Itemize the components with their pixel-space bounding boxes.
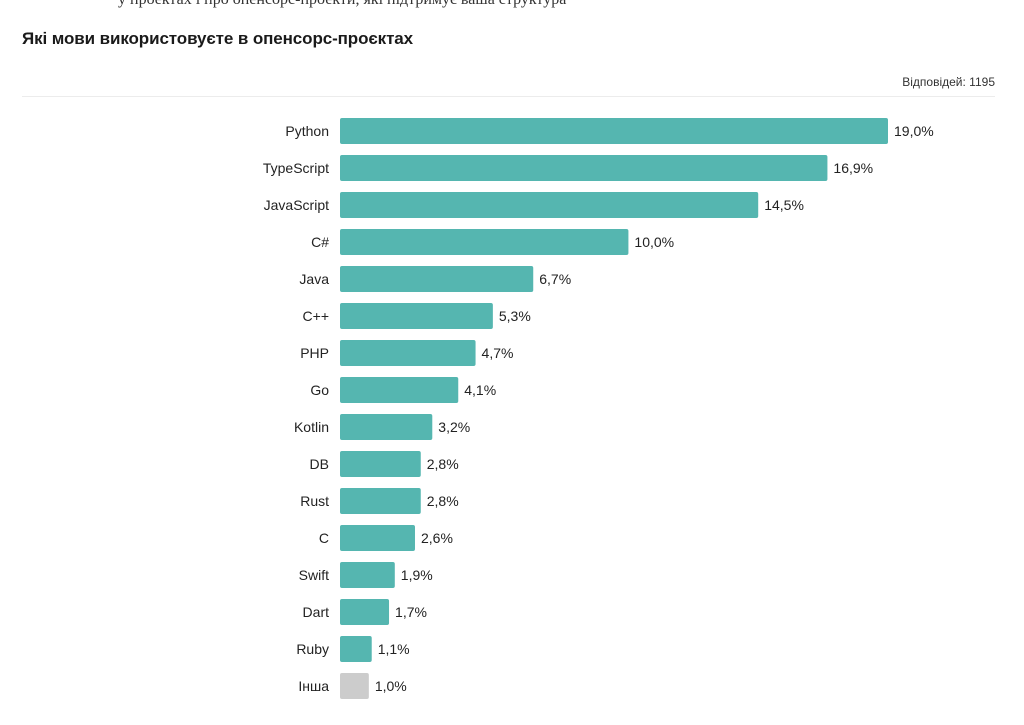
bar[interactable] xyxy=(340,673,369,699)
bar[interactable] xyxy=(340,266,534,292)
category-label: TypeScript xyxy=(263,160,329,176)
value-label: 16,9% xyxy=(833,160,873,176)
category-label: Dart xyxy=(303,604,330,620)
clipped-paragraph-text: у проектах і про опенсорс-проекти, які п… xyxy=(118,0,566,9)
category-label: Go xyxy=(310,382,329,398)
bar[interactable] xyxy=(340,155,828,181)
bar[interactable] xyxy=(340,192,759,218)
value-label: 10,0% xyxy=(634,234,674,250)
category-label: PHP xyxy=(300,345,329,361)
chart-title: Які мови використовуєте в опенсорс-проєк… xyxy=(22,29,414,48)
responses-count: Відповідей: 1195 xyxy=(902,75,995,89)
category-label: Rust xyxy=(300,493,329,509)
bar[interactable] xyxy=(340,599,390,625)
category-label: Kotlin xyxy=(294,419,329,435)
value-label: 1,7% xyxy=(395,604,427,620)
bar[interactable] xyxy=(340,377,459,403)
category-label: C# xyxy=(311,234,329,250)
bar[interactable] xyxy=(340,636,372,662)
bar[interactable] xyxy=(340,451,421,477)
value-label: 2,8% xyxy=(427,456,459,472)
value-label: 4,7% xyxy=(482,345,514,361)
category-label: Інша xyxy=(298,678,329,694)
bar[interactable] xyxy=(340,414,433,440)
value-label: 1,0% xyxy=(375,678,407,694)
bar[interactable] xyxy=(340,562,395,588)
value-label: 5,3% xyxy=(499,308,531,324)
bar[interactable] xyxy=(340,229,629,255)
category-label: JavaScript xyxy=(264,197,329,213)
value-label: 14,5% xyxy=(764,197,804,213)
value-label: 2,8% xyxy=(427,493,459,509)
category-label: Java xyxy=(299,271,329,287)
category-label: Python xyxy=(285,123,329,139)
category-label: C++ xyxy=(303,308,329,324)
value-label: 6,7% xyxy=(539,271,571,287)
value-label: 2,6% xyxy=(421,530,453,546)
bar[interactable] xyxy=(340,303,493,329)
value-label: 19,0% xyxy=(894,123,934,139)
value-label: 1,9% xyxy=(401,567,433,583)
header-divider xyxy=(22,96,995,97)
category-label: C xyxy=(319,530,329,546)
category-label: Ruby xyxy=(296,641,329,657)
bar[interactable] xyxy=(340,340,476,366)
value-label: 4,1% xyxy=(464,382,496,398)
category-label: Swift xyxy=(299,567,329,583)
bar[interactable] xyxy=(340,118,888,144)
value-label: 1,1% xyxy=(378,641,410,657)
bar[interactable] xyxy=(340,488,421,514)
value-label: 3,2% xyxy=(438,419,470,435)
category-label: DB xyxy=(310,456,329,472)
bar[interactable] xyxy=(340,525,415,551)
